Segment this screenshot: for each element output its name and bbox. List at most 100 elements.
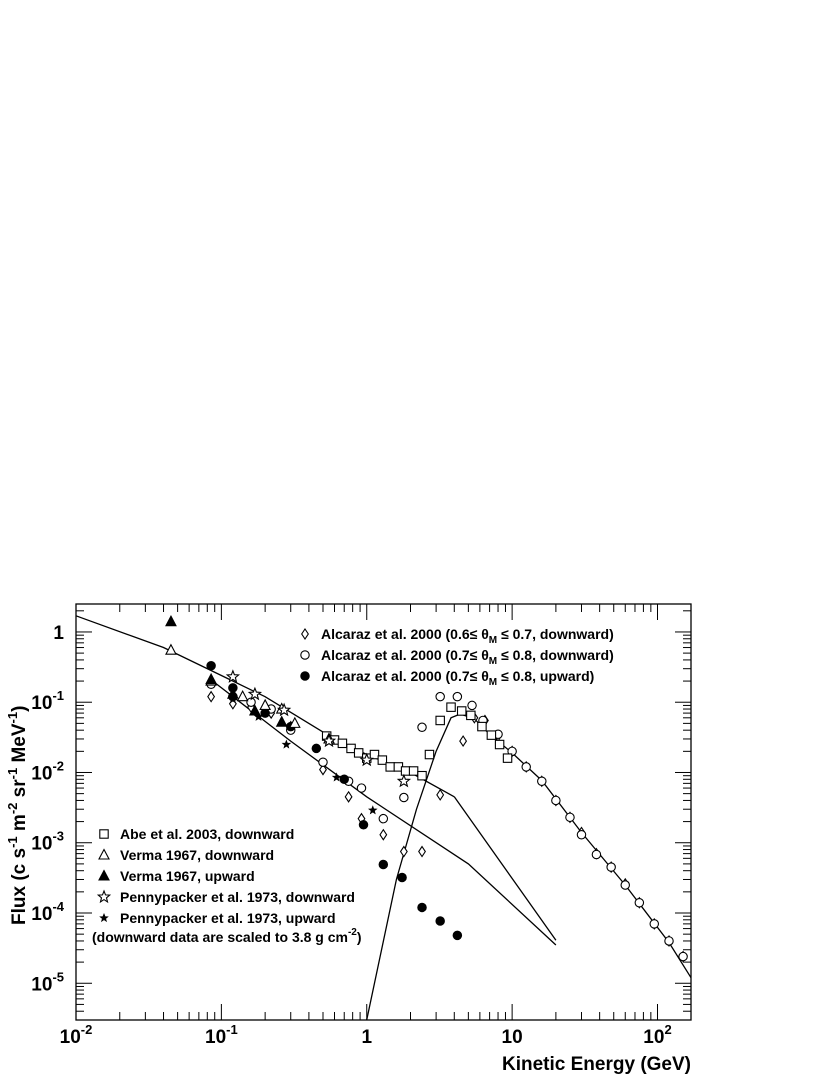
legend-label: Verma 1967, downward <box>120 847 274 863</box>
y-tick-label: 1 <box>53 623 64 644</box>
legend-alcaraz: Alcaraz et al. 2000 (0.6≤ θM ≤ 0.7, down… <box>300 626 614 688</box>
data-point-square-open <box>494 739 505 750</box>
data-point-star-filled <box>331 772 342 782</box>
data-point-circle-filled <box>397 872 407 883</box>
legend-label: Pennypacker et al. 1973, upward <box>120 910 336 926</box>
data-point-circle-open <box>399 792 409 803</box>
data-point-circle-filled <box>435 916 445 926</box>
data-point-triangle-filled <box>275 715 288 727</box>
data-point-square-open <box>456 706 467 716</box>
y-axis-title: Flux (c s-1 m-2 sr-1 MeV-1) <box>5 706 30 925</box>
legend-label: Verma 1967, upward <box>120 868 255 884</box>
data-point-star-open <box>396 773 412 788</box>
scaling-note: (downward data are scaled to 3.8 g cm-2) <box>92 927 362 945</box>
data-point-circle-open <box>649 919 660 929</box>
x-tick-label: 102 <box>643 1022 671 1048</box>
data-point-circle-open <box>435 691 445 702</box>
model-curve-2 <box>453 796 557 941</box>
data-point-triangle-open <box>236 689 249 702</box>
data-point-circle-open <box>356 783 367 793</box>
data-point-square-open <box>353 748 364 758</box>
y-tick-label: 10-1 <box>31 688 64 714</box>
legend-label: Alcaraz et al. 2000 (0.6≤ θM ≤ 0.7, down… <box>321 626 614 646</box>
data-point-star-open <box>321 733 337 748</box>
data-point-circle-open <box>565 812 575 823</box>
data-point-triangle-open <box>259 698 272 710</box>
data-point-star-filled <box>281 739 292 749</box>
data-point-star-open <box>359 752 374 767</box>
data-point-circle-open <box>521 762 531 772</box>
data-point-triangle-filled <box>205 672 218 685</box>
data-point-square-open <box>466 710 476 721</box>
data-point-circle-open <box>551 795 561 806</box>
data-point-circle-open <box>452 691 463 702</box>
data-point-triangle-open <box>288 716 301 728</box>
data-point-circle-open <box>467 700 477 711</box>
data-point-square-open <box>408 766 419 776</box>
data-point-circle-open <box>664 936 674 946</box>
legend-other: Abe et al. 2003, downward Verma 1967, dow… <box>96 826 355 926</box>
x-tick-label: 10-2 <box>60 1022 93 1048</box>
data-point-circle-filled <box>452 930 463 941</box>
data-point-diamond <box>207 690 216 703</box>
y-tick-label: 10-2 <box>31 758 64 784</box>
legend-label: Alcaraz et al. 2000 (0.7≤ θM ≤ 0.8, down… <box>321 647 614 667</box>
data-point-circle-filled <box>378 859 389 870</box>
data-point-circle-open <box>606 862 616 872</box>
legend-marker-triangle-filled <box>98 869 110 881</box>
data-point-star-open <box>247 686 263 701</box>
data-point-square-open <box>502 753 513 763</box>
data-point-star-filled <box>228 694 238 704</box>
x-tick-label: 1 <box>361 1027 372 1048</box>
data-point-circle-open <box>378 813 389 824</box>
data-point-circle-open <box>318 757 328 767</box>
data-point-square-open <box>400 766 411 776</box>
data-point-square-open <box>446 702 456 712</box>
data-point-square-open <box>435 715 445 726</box>
legend-marker-circle-filled <box>300 671 310 681</box>
data-point-triangle-filled <box>248 704 261 716</box>
data-point-diamond <box>379 828 388 841</box>
data-point-square-open <box>486 730 497 740</box>
data-point-circle-open <box>417 722 427 733</box>
data-point-triangle-filled <box>165 615 177 627</box>
tick-labels: 10-2 10-1 1 10 102 1 10-1 10-2 10-3 10-4 10-5 <box>31 623 671 1048</box>
data-point-circle-filled <box>339 774 349 785</box>
data-point-circle-filled <box>206 661 216 671</box>
axis-ticks <box>75 604 691 1021</box>
data-point-diamond <box>344 790 353 803</box>
data-point-circle-open <box>576 829 587 840</box>
legend-marker-triangle-open <box>98 848 110 860</box>
model-curve-3 <box>214 682 557 946</box>
data-point-square-open <box>337 738 348 749</box>
data-point-star-filled <box>253 711 264 721</box>
x-tick-label: 10-1 <box>205 1022 238 1048</box>
legend-label: Alcaraz et al. 2000 (0.7≤ θM ≤ 0.8, upwa… <box>321 668 594 688</box>
data-point-diamond <box>319 763 327 776</box>
data-point-circle-filled <box>311 743 322 754</box>
legend-marker-square-open <box>99 829 109 839</box>
model-curve-4 <box>366 713 692 1021</box>
legend-marker-star-open <box>96 889 112 904</box>
data-point-diamond <box>459 735 468 748</box>
data-point-triangle-open <box>165 643 177 655</box>
data-point-circle-filled <box>417 902 427 913</box>
legend-marker-circle-open <box>300 650 310 660</box>
data-point-square-open <box>385 762 395 772</box>
data-point-square-open <box>369 749 380 760</box>
data-points <box>165 615 688 963</box>
x-axis-title: Kinetic Energy (GeV) <box>502 1054 691 1075</box>
data-point-diamond <box>418 845 426 858</box>
data-point-circle-open <box>634 897 645 908</box>
data-point-diamond <box>399 845 408 858</box>
legend-label: Pennypacker et al. 1973, downward <box>120 889 355 905</box>
y-tick-label: 10-4 <box>31 899 64 925</box>
data-point-circle-filled <box>358 820 369 830</box>
plot-frame <box>75 603 692 1021</box>
y-tick-label: 10-5 <box>31 969 64 995</box>
data-point-circle-open <box>678 951 688 962</box>
data-point-circle-open <box>591 849 602 860</box>
legend-label: Abe et al. 2003, downward <box>120 826 294 842</box>
data-point-diamond <box>436 788 445 801</box>
